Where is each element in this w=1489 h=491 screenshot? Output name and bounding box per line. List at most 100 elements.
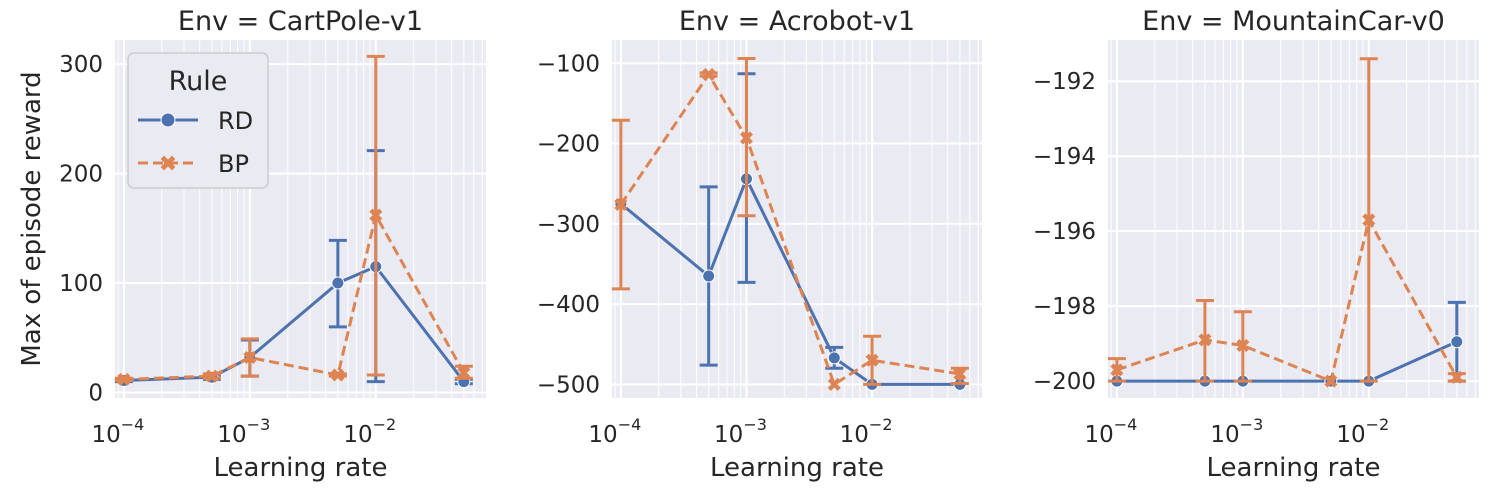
data-point-bp: [457, 366, 471, 380]
legend-label: RD: [218, 107, 253, 135]
data-point-rd: [331, 276, 345, 290]
data-point-bp: [117, 372, 131, 386]
y-tick-label: 0: [88, 381, 103, 407]
marker-arm: [243, 350, 257, 364]
legend-marker: [160, 112, 176, 128]
y-tick-label: −196: [1033, 219, 1096, 245]
data-point-bp: [739, 131, 753, 145]
x-tick-exponent: −2: [373, 415, 397, 434]
data-point-bp: [702, 68, 716, 82]
x-tick-base: 10: [1084, 422, 1113, 448]
data-point-bp: [1198, 333, 1212, 347]
x-tick-exponent: −3: [247, 415, 271, 434]
x-tick-base: 10: [91, 422, 120, 448]
y-tick-label: −192: [1033, 69, 1096, 95]
y-tick-label: −194: [1033, 144, 1096, 170]
data-point-bp: [614, 198, 628, 212]
x-tick-label: 10−2: [840, 415, 893, 448]
y-tick-label: −200: [1033, 369, 1096, 395]
legend-label: BP: [218, 150, 249, 178]
y-tick-label: 300: [59, 52, 103, 78]
series-line-bp: [123, 211, 466, 381]
data-point-bp: [865, 353, 879, 367]
marker-arm: [865, 353, 879, 367]
x-tick-base: 10: [840, 422, 869, 448]
x-tick-base: 10: [588, 422, 617, 448]
plot-background: [612, 40, 982, 398]
y-tick-label: −500: [537, 372, 600, 398]
x-tick-exponent: −3: [743, 415, 767, 434]
y-tick-label: −400: [537, 292, 600, 318]
marker-arm: [1236, 339, 1250, 353]
x-tick-base: 10: [343, 422, 372, 448]
data-point-bp: [827, 377, 841, 391]
y-tick-label: −198: [1033, 294, 1096, 320]
x-tick-exponent: −2: [1366, 415, 1390, 434]
legend: Rule RD BP: [127, 52, 269, 189]
legend-title: Rule: [169, 66, 228, 97]
marker-arm: [827, 377, 841, 391]
x-axis-label: Learning rate: [1207, 453, 1381, 483]
series-bp: [114, 54, 473, 386]
data-point-bp: [1324, 374, 1338, 388]
marker-arm: [1362, 213, 1376, 227]
series-bp: [1107, 57, 1466, 388]
marker-arm: [1110, 363, 1124, 377]
x-axis-label: Learning rate: [214, 453, 388, 483]
marker-arm: [739, 131, 753, 145]
series-line-rd: [123, 264, 466, 383]
data-point-bp: [243, 350, 257, 364]
x-tick-label: 10−4: [91, 415, 144, 448]
data-point-bp: [1450, 370, 1464, 384]
legend-entry-rd: RD: [138, 107, 253, 135]
marker-arm: [614, 198, 628, 212]
marker-arm: [160, 155, 176, 171]
x-tick-label: 10−4: [588, 415, 641, 448]
data-point-bp: [205, 369, 219, 383]
x-tick-exponent: −4: [618, 415, 642, 434]
x-tick-label: 10−2: [343, 415, 396, 448]
x-tick-base: 10: [217, 422, 246, 448]
data-point-rd: [827, 351, 841, 365]
data-point-bp: [1362, 213, 1376, 227]
series-line-bp: [619, 71, 961, 387]
series-line-rd: [1116, 340, 1458, 383]
y-axis-label: Max of episode reward: [17, 71, 47, 366]
x-tick-label: 10−3: [714, 415, 767, 448]
data-point-bp: [1236, 339, 1250, 353]
x-tick-label: 10−3: [217, 415, 270, 448]
data-point-rd: [1450, 335, 1464, 349]
marker-arm: [702, 68, 716, 82]
marker-arm: [1198, 333, 1212, 347]
panel-title: Env = CartPole-v1: [178, 6, 423, 37]
panel-title: Env = Acrobot-v1: [679, 6, 915, 37]
y-tick-label: 200: [59, 162, 103, 188]
x-tick-exponent: −4: [1114, 415, 1138, 434]
x-tick-exponent: −4: [121, 415, 145, 434]
marker-arm: [457, 366, 471, 380]
x-axis-label: Learning rate: [710, 453, 884, 483]
marker-arm: [331, 368, 345, 382]
series-bp: [611, 56, 969, 391]
panel-title: Env = MountainCar-v0: [1142, 6, 1445, 37]
marker-arm: [1324, 374, 1338, 388]
y-tick-label: −300: [537, 212, 600, 238]
series-line-rd: [619, 175, 960, 386]
series-line-bp: [1116, 215, 1459, 384]
data-point-bp: [331, 368, 345, 382]
y-tick-label: −200: [537, 132, 600, 158]
marker-arm: [953, 367, 967, 381]
x-tick-label: 10−2: [1336, 415, 1389, 448]
x-tick-label: 10−3: [1210, 415, 1263, 448]
marker-arm: [369, 208, 383, 222]
x-tick-base: 10: [1210, 422, 1239, 448]
marker-arm: [117, 372, 131, 386]
data-point-bp: [1110, 363, 1124, 377]
y-tick-label: −100: [537, 51, 600, 77]
data-point-bp: [953, 367, 967, 381]
plot-background: [1108, 40, 1479, 398]
marker-arm: [1450, 370, 1464, 384]
